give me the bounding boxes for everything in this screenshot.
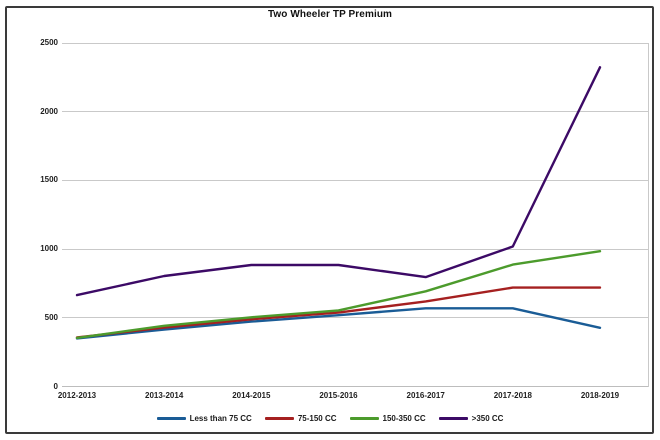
gridline-1000 [62, 248, 648, 250]
legend-swatch [264, 417, 294, 420]
x-tick-label: 2014-2015 [232, 391, 271, 400]
gridline-2500 [62, 42, 648, 44]
y-tick-label: 1500 [40, 175, 58, 185]
legend-item: Less than 75 CC [156, 414, 252, 423]
series-line-150-350-cc [75, 249, 602, 340]
legend-swatch [438, 417, 468, 420]
legend-label: Less than 75 CC [189, 414, 252, 423]
x-tick-label: 2018-2019 [580, 391, 620, 400]
y-tick-label: 0 [53, 381, 58, 391]
gridline-0 [62, 386, 648, 387]
x-tick-label: 2016-2017 [406, 391, 445, 400]
legend: Less than 75 CC 75-150 CC 150-350 CC >350 C… [0, 414, 660, 423]
plot-right-border [648, 43, 649, 387]
gridline-500 [62, 317, 648, 319]
chart-title: Two Wheeler TP Premium [267, 9, 393, 20]
legend-item: 75-150 CC [264, 414, 337, 423]
legend-swatch [349, 417, 379, 420]
x-tick-label: 2012-2013 [57, 391, 97, 400]
y-tick-label: 500 [44, 312, 58, 322]
legend-label: 75-150 CC [297, 414, 337, 423]
gridline-2000 [62, 111, 648, 113]
x-tick-label: 2017-2018 [493, 391, 532, 400]
series-line-75-150-cc [75, 286, 602, 339]
legend-swatch [156, 417, 186, 420]
chart-outer-border [5, 6, 654, 434]
legend-item: 150-350 CC [349, 414, 426, 423]
x-tick-label: 2015-2016 [319, 391, 358, 400]
legend-label: >350 CC [471, 414, 504, 423]
legend-item: >350 CC [438, 414, 504, 423]
gridline-1500 [62, 179, 648, 181]
series-line--350-cc [75, 66, 602, 297]
legend-label: 150-350 CC [382, 414, 426, 423]
y-tick-label: 2000 [40, 106, 58, 116]
series-line-less-than-75-cc [75, 307, 602, 340]
x-tick-label: 2013-2014 [145, 391, 184, 400]
y-tick-label: 1000 [40, 244, 58, 254]
y-tick-label: 2500 [40, 38, 58, 47]
